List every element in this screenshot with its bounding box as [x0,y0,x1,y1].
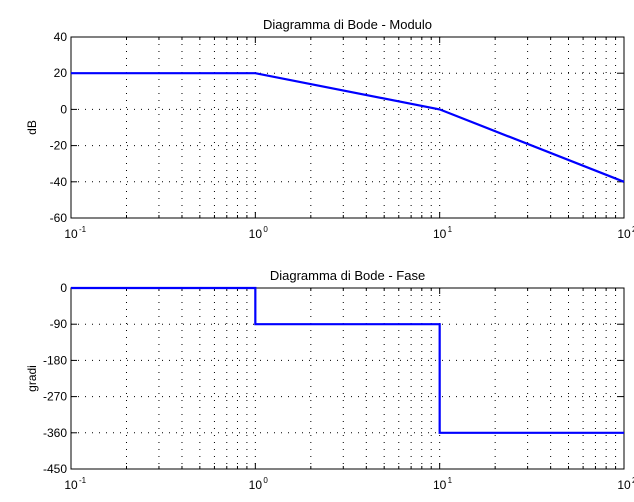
magnitude-y-tick-label: 0 [60,102,67,116]
phase-x-tick-label: 10 [64,478,78,492]
magnitude-y-tick-label: -20 [50,139,68,153]
phase-x-tick-exponent: 2 [632,476,634,485]
magnitude-x-tick-exponent: 0 [263,225,268,234]
magnitude-title: Diagramma di Bode - Modulo [263,17,432,32]
magnitude-x-tick-exponent: 1 [448,225,453,234]
phase-y-tick-label: -270 [43,390,67,404]
phase-y-tick-label: 0 [60,281,67,295]
magnitude-y-tick-label: 20 [54,66,68,80]
phase-y-axis-label: gradi [25,365,39,392]
phase-y-tick-label: -450 [43,462,67,476]
phase-x-tick-exponent: 0 [263,476,268,485]
phase-series-line [71,286,624,434]
phase-x-tick-label: 10 [249,478,263,492]
magnitude-x-tick-label: 10 [433,227,447,241]
phase-y-tick-label: -360 [43,426,67,440]
phase-plot-area [70,287,625,470]
phase-y-tick-label: -180 [43,353,67,367]
magnitude-plot-area [70,36,625,219]
phase-x-tick-exponent: 1 [448,476,453,485]
magnitude-x-tick-exponent: 2 [632,225,634,234]
magnitude-x-tick-label: 10 [249,227,263,241]
magnitude-series-line [71,72,625,183]
magnitude-y-tick-label: -40 [50,175,68,189]
magnitude-x-tick-label: 10 [64,227,78,241]
magnitude-y-tick-label: -60 [50,211,68,225]
magnitude-x-tick-label: 10 [617,227,631,241]
magnitude-x-tick-exponent: -1 [79,225,87,234]
phase-x-tick-label: 10 [433,478,447,492]
phase-plot: -450-360-270-180-90010-1100101102Diagram… [25,268,634,492]
phase-title: Diagramma di Bode - Fase [270,268,425,283]
phase-x-tick-exponent: -1 [79,476,87,485]
phase-x-tick-label: 10 [617,478,631,492]
magnitude-y-tick-label: 40 [54,30,68,44]
phase-y-tick-label: -90 [50,317,68,331]
magnitude-y-axis-label: dB [25,120,39,135]
